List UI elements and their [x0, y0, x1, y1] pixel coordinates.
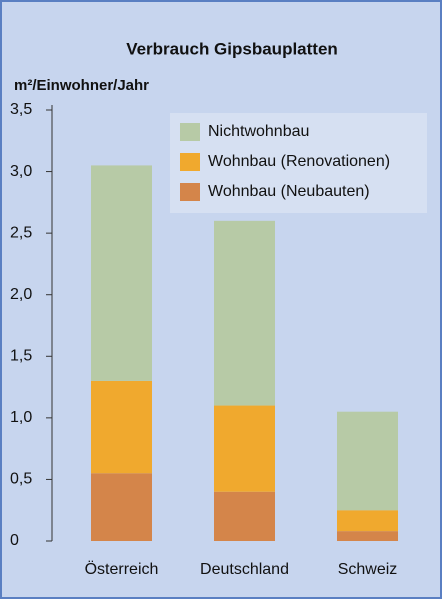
legend-swatch [180, 183, 200, 201]
legend-label: Wohnbau (Renovationen) [208, 153, 390, 170]
y-tick-label: 0 [10, 532, 19, 549]
legend-swatch [180, 153, 200, 171]
bar-segment [91, 473, 152, 541]
y-tick-label: 3,0 [10, 163, 32, 180]
x-tick-label: Deutschland [200, 561, 289, 578]
y-tick-label: 2,5 [10, 224, 32, 241]
legend-box [170, 113, 427, 213]
chart-title: Verbrauch Gipsbauplatten [126, 39, 338, 58]
bar-segment [337, 411, 398, 511]
y-tick-label: 0,5 [10, 471, 32, 488]
bar-segment [214, 491, 275, 541]
bar-segment [91, 165, 152, 381]
bar-segment [214, 405, 275, 492]
y-tick-label: 3,5 [10, 101, 32, 118]
legend-label: Wohnbau (Neubauten) [208, 183, 370, 200]
x-tick-label: Österreich [85, 560, 159, 578]
legend-label: Nichtwohnbau [208, 123, 309, 140]
x-tick-label: Schweiz [338, 561, 398, 578]
bar-segment [337, 510, 398, 532]
legend-swatch [180, 123, 200, 141]
bar-segment [214, 220, 275, 406]
y-tick-label: 1,5 [10, 348, 32, 365]
y-axis-label: m²/Einwohner/Jahr [14, 77, 149, 94]
y-tick-label: 2,0 [10, 286, 32, 303]
bar-segment [337, 531, 398, 541]
y-tick-label: 1,0 [10, 409, 32, 426]
bar-segment [91, 380, 152, 474]
